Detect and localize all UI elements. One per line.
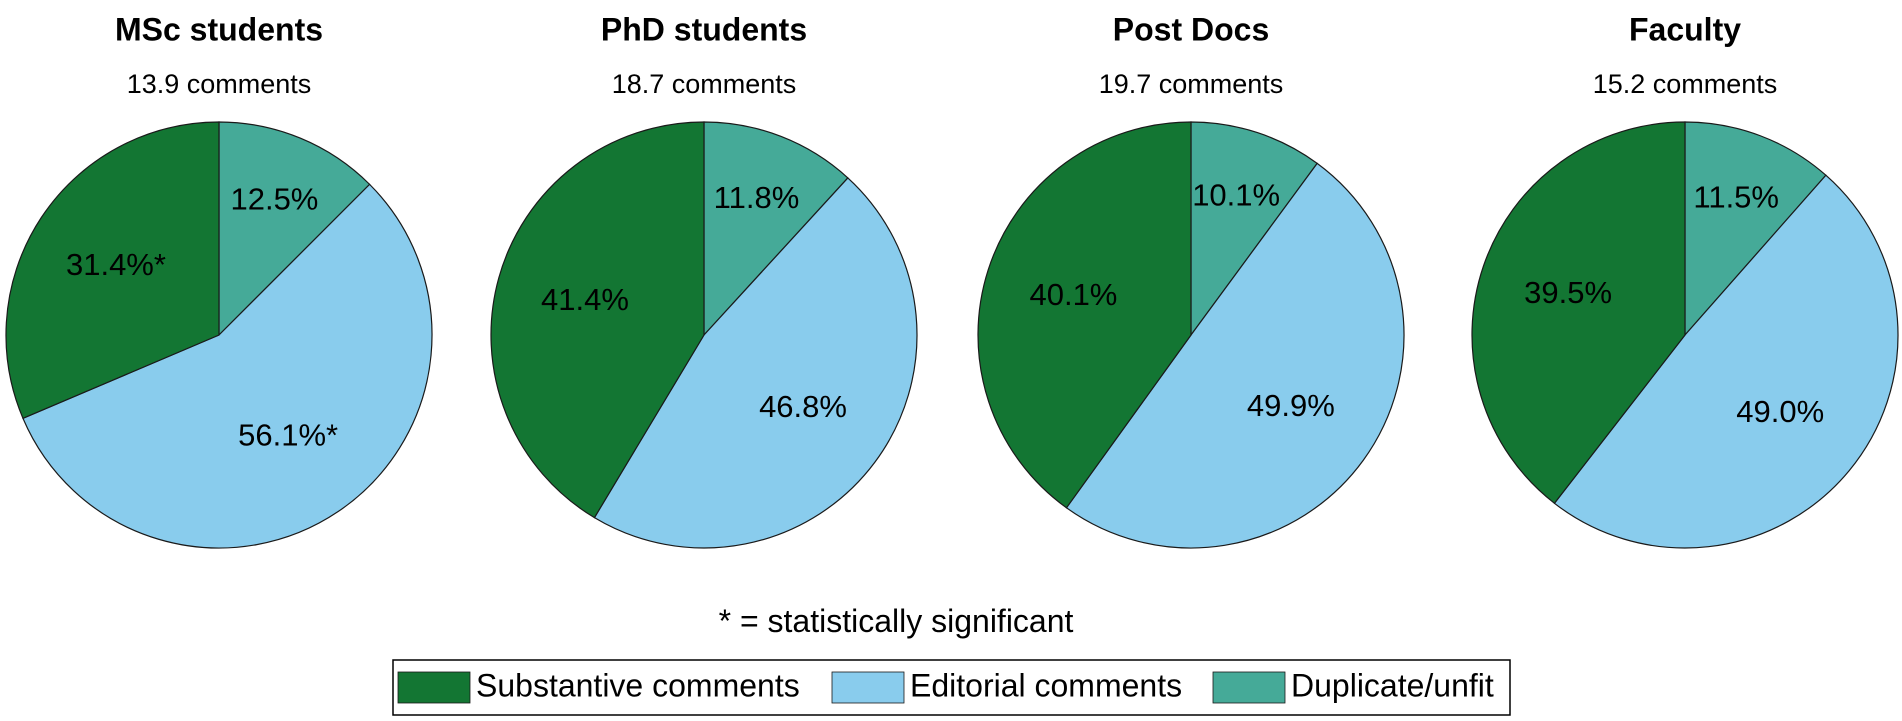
- pie-subtitle: 18.7 comments: [612, 69, 797, 99]
- pie-slice: [1684, 121, 1827, 337]
- legend-swatch: [831, 671, 905, 704]
- legend-label: Duplicate/unfit: [1291, 667, 1494, 703]
- legend: Substantive comments Editorial comments Du…: [392, 659, 1511, 716]
- legend-swatch: [397, 671, 471, 704]
- slice-label: 56.1%*: [238, 418, 338, 453]
- legend-frame: [392, 659, 1511, 716]
- slice-label: 12.5%: [230, 181, 318, 216]
- legend-label: Editorial comments: [910, 667, 1182, 703]
- legend-swatch: [1212, 671, 1286, 704]
- slice-label: 49.9%: [1247, 388, 1335, 423]
- pie-subtitle: 13.9 comments: [127, 69, 312, 99]
- pie-slice: [977, 121, 1192, 509]
- pie-title: PhD students: [601, 11, 807, 47]
- slice-label: 10.1%: [1192, 178, 1280, 213]
- slice-label: 11.8%: [714, 180, 800, 215]
- slice-label: 46.8%: [759, 389, 847, 424]
- slice-label: 40.1%: [1029, 277, 1117, 312]
- pie-title: Faculty: [1629, 11, 1741, 47]
- pie-slice: [218, 121, 371, 337]
- pie-chart-4: Faculty 15.2 comments 11.5% 49.0% 39.5%: [1471, 11, 1899, 549]
- slice-label: 41.4%: [541, 282, 629, 317]
- significance-note: * = statistically significant: [719, 603, 1074, 639]
- slice-label: 49.0%: [1736, 394, 1824, 429]
- pie-slice: [22, 183, 433, 549]
- slice-label: 31.4%*: [66, 247, 166, 282]
- pie-slice: [703, 121, 849, 337]
- pies-layer: MSc students 13.9 comments 12.5% 56.1%* 31.4…: [5, 11, 1899, 549]
- pie-subtitle: 19.7 comments: [1099, 69, 1284, 99]
- slice-label: 39.5%: [1524, 275, 1612, 310]
- pie-slice: [1190, 121, 1319, 337]
- pie-slice: [490, 121, 705, 519]
- pie-title: MSc students: [115, 11, 323, 47]
- pie-slice: [5, 121, 220, 420]
- pie-slice: [593, 177, 918, 549]
- pie-slice: [1471, 121, 1686, 505]
- pie-slice: [1065, 162, 1405, 549]
- pie-chart-3: Post Docs 19.7 comments 10.1% 49.9% 40.1%: [977, 11, 1405, 549]
- pie-slice: [1553, 174, 1899, 549]
- slice-label: 11.5%: [1693, 180, 1779, 215]
- pie-chart-1: MSc students 13.9 comments 12.5% 56.1%* 31.4…: [5, 11, 433, 549]
- legend-label: Substantive comments: [476, 667, 800, 703]
- pie-title: Post Docs: [1113, 11, 1269, 47]
- pie-subtitle: 15.2 comments: [1593, 69, 1778, 99]
- pie-chart-2: PhD students 18.7 comments 11.8% 46.8% 41.4%: [490, 11, 918, 549]
